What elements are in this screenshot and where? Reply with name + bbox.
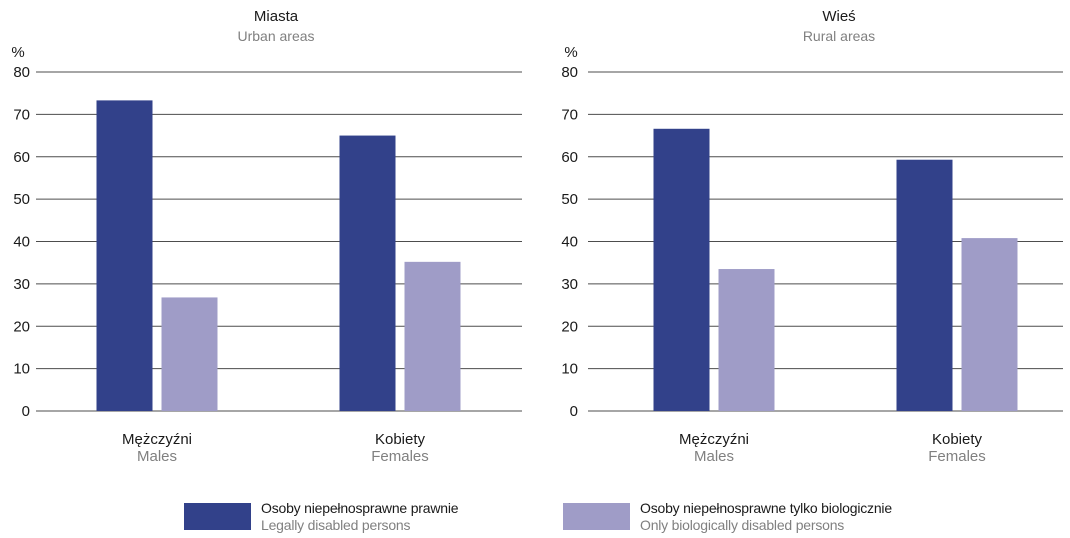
panel1-ytick-80: 80 — [13, 64, 30, 81]
panel1-ytick-20: 20 — [13, 318, 30, 335]
legend-label-bio-pl: Osoby niepełnosprawne tylko biologicznie — [640, 500, 892, 516]
panel2-ytick-30: 30 — [561, 276, 578, 293]
panel1-ytick-70: 70 — [13, 106, 30, 123]
panel1-ytick-60: 60 — [13, 149, 30, 166]
panel2-category-label-en-1: Females — [928, 448, 986, 465]
panel2-y-unit: % — [564, 44, 577, 61]
panel2-title: Wieś — [822, 8, 855, 25]
legend-item-legal: Osoby niepełnosprawne prawnie Legally di… — [184, 500, 459, 534]
panel1-bar-bio-males — [161, 297, 218, 411]
panel1-ytick-30: 30 — [13, 276, 30, 293]
panel2-bar-legal-males — [653, 128, 710, 411]
panel1-y-unit: % — [11, 44, 24, 61]
panel1-bar-legal-females — [339, 135, 396, 411]
legend-item-bio: Osoby niepełnosprawne tylko biologicznie… — [563, 500, 892, 534]
panel2-ytick-20: 20 — [561, 318, 578, 335]
panel2-ytick-70: 70 — [561, 106, 578, 123]
panel2-category-label-pl-0: Mężczyźni — [679, 431, 749, 448]
panel1-ytick-40: 40 — [13, 234, 30, 251]
panel1-ytick-50: 50 — [13, 191, 30, 208]
panel2-subtitle: Rural areas — [803, 28, 875, 44]
panel1-subtitle: Urban areas — [237, 28, 314, 44]
panel1-category-label-en-0: Males — [137, 448, 177, 465]
panel2-ytick-10: 10 — [561, 361, 578, 378]
legend-label-legal-pl: Osoby niepełnosprawne prawnie — [261, 500, 459, 516]
legend-swatch-bio — [563, 503, 630, 530]
panel2-bar-bio-females — [961, 238, 1018, 411]
panel1-ytick-10: 10 — [13, 361, 30, 378]
panel1-title: Miasta — [254, 8, 299, 25]
panel2-ytick-50: 50 — [561, 191, 578, 208]
legend-label-legal-en: Legally disabled persons — [261, 517, 411, 533]
panel1-ytick-0: 0 — [22, 403, 30, 420]
legend-label-bio-en: Only biologically disabled persons — [640, 517, 845, 533]
panel2-ytick-0: 0 — [570, 403, 578, 420]
panel1-bar-bio-females — [404, 261, 461, 411]
panel2-bar-legal-females — [896, 159, 953, 411]
panel2-ytick-40: 40 — [561, 234, 578, 251]
panel2-ytick-80: 80 — [561, 64, 578, 81]
panel1-category-label-pl-0: Mężczyźni — [122, 431, 192, 448]
panel2-category-label-pl-1: Kobiety — [932, 431, 983, 448]
legend-swatch-legal — [184, 503, 251, 530]
panel2-category-label-en-0: Males — [694, 448, 734, 465]
panel2-ytick-60: 60 — [561, 149, 578, 166]
panel2-bar-bio-males — [718, 269, 775, 411]
panel1-category-label-pl-1: Kobiety — [375, 431, 426, 448]
panel1-category-label-en-1: Females — [371, 448, 429, 465]
panel1-bar-legal-males — [96, 100, 153, 412]
